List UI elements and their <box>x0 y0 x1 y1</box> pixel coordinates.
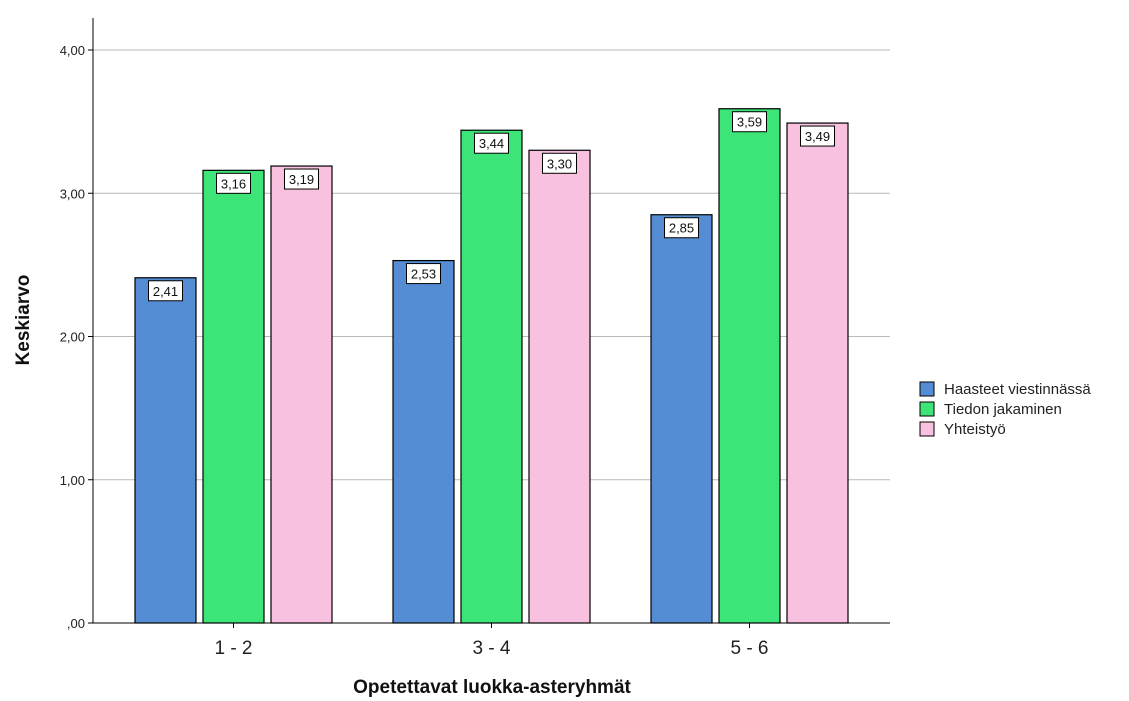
data-label: 3,59 <box>737 115 762 130</box>
data-label: 2,53 <box>411 267 436 282</box>
legend: Haasteet viestinnässä Tiedon jakaminen Yht… <box>919 381 1091 438</box>
y-tick-label: 2,00 <box>60 330 85 345</box>
bar <box>718 108 781 624</box>
bar <box>786 122 849 624</box>
bar <box>270 165 333 624</box>
y-axis-title: Keskiarvo <box>13 275 34 366</box>
data-label: 3,44 <box>479 136 504 151</box>
y-tick-label: 1,00 <box>60 473 85 488</box>
x-category-label: 1 - 2 <box>214 638 252 659</box>
data-label-box <box>474 132 509 154</box>
data-label: 3,49 <box>805 129 830 144</box>
legend-swatch <box>919 421 935 437</box>
x-category-label: 5 - 6 <box>730 638 768 659</box>
data-label: 2,85 <box>669 221 694 236</box>
bar <box>202 169 265 624</box>
y-tick-label: 3,00 <box>60 186 85 201</box>
data-label: 3,30 <box>547 156 572 171</box>
legend-label: Tiedon jakaminen <box>944 401 1062 418</box>
data-label: 3,16 <box>221 176 246 191</box>
data-label-box <box>800 125 835 147</box>
bar <box>528 149 591 624</box>
data-label-box <box>148 280 183 302</box>
bar <box>460 129 523 624</box>
legend-swatch <box>919 401 935 417</box>
data-label-box <box>284 168 319 190</box>
bar <box>392 259 455 624</box>
data-labels: 2,41 3,16 3,19 2,53 3,44 3,30 2,85 3,59 3,49 <box>148 111 835 302</box>
data-label-box <box>542 152 577 174</box>
legend-label: Haasteet viestinnässä <box>944 381 1091 398</box>
y-tick-label: 4,00 <box>60 43 85 58</box>
data-label-box <box>732 111 767 133</box>
data-label: 2,41 <box>153 284 178 299</box>
data-label-box <box>216 172 251 194</box>
bars <box>134 108 849 624</box>
y-axis-ticks: ,00 1,00 2,00 3,00 4,00 <box>60 43 93 631</box>
bar <box>650 214 713 624</box>
bar <box>134 277 197 624</box>
x-axis-categories: 1 - 2 3 - 4 5 - 6 <box>214 623 769 659</box>
y-tick-label: ,00 <box>67 616 85 631</box>
data-label: 3,19 <box>289 172 314 187</box>
x-category-label: 3 - 4 <box>472 638 510 659</box>
legend-label: Yhteistyö <box>944 421 1006 438</box>
legend-swatch <box>919 381 935 397</box>
x-axis-title: Opetettavat luokka-asteryhmät <box>353 677 631 698</box>
data-label-box <box>664 217 699 239</box>
data-label-box <box>406 263 441 285</box>
